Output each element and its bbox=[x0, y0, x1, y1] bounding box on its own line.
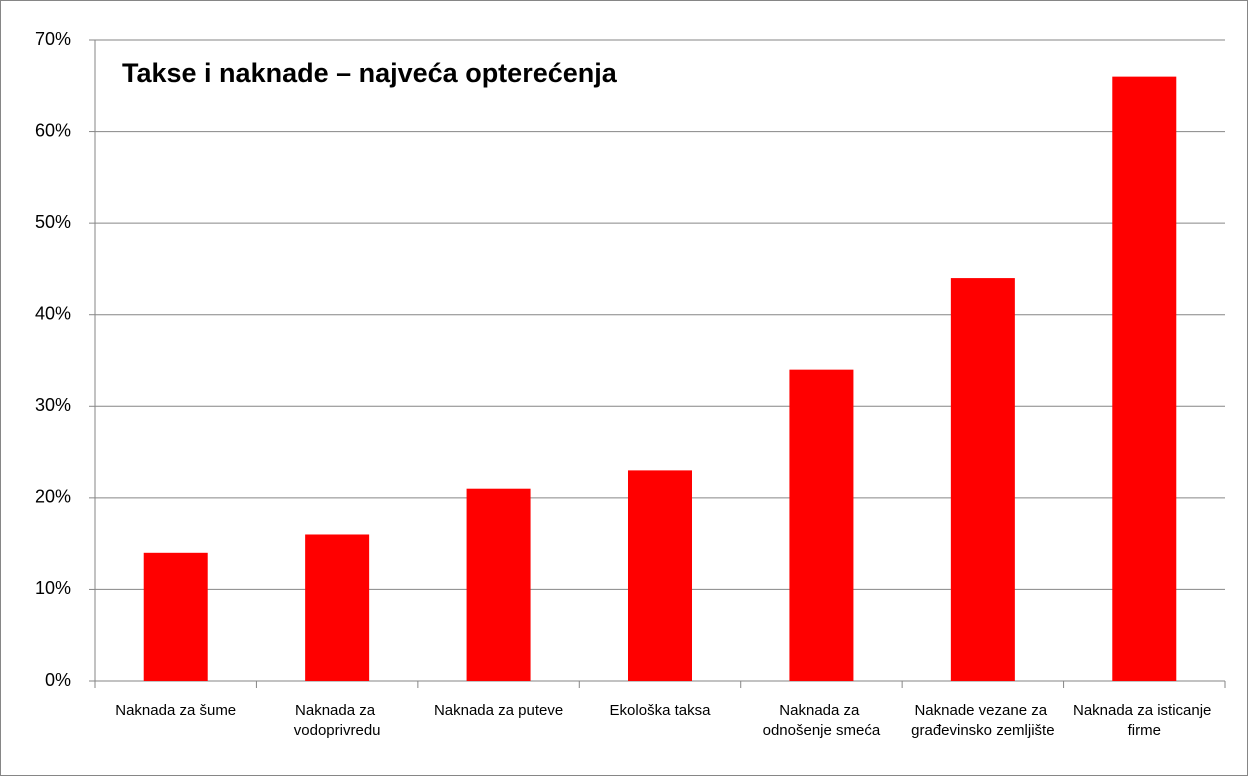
y-tick-label: 10% bbox=[35, 578, 71, 598]
x-tick-label-line: Naknada za isticanje bbox=[1073, 702, 1216, 719]
bar bbox=[305, 534, 370, 681]
y-tick-label: 0% bbox=[45, 670, 71, 690]
y-tick-label: 20% bbox=[35, 487, 71, 507]
bar bbox=[1112, 76, 1177, 682]
x-tick-label-line: vodoprivredu bbox=[294, 722, 381, 739]
x-tick-label-line: Naknada za bbox=[779, 702, 863, 719]
x-tick-label-line: Ekološka taksa bbox=[610, 702, 712, 719]
x-tick-label: Naknada za šume bbox=[115, 702, 236, 719]
x-tick-label: Naknada za odnošenje smeća bbox=[763, 702, 881, 739]
x-tick-label-line: Naknade vezane za bbox=[914, 702, 1051, 719]
x-tick-label: Naknada za isticanje firme bbox=[1073, 702, 1216, 739]
y-tick-label: 30% bbox=[35, 395, 71, 415]
x-tick-label: Naknade vezane za građevinsko zemljište bbox=[911, 702, 1054, 739]
y-tick-label: 70% bbox=[35, 29, 71, 49]
chart-title: Takse i naknade – najveća opterećenja bbox=[122, 58, 618, 88]
bar bbox=[143, 552, 208, 681]
x-tick-label-line: firme bbox=[1128, 722, 1161, 739]
x-tick-label: Ekološka taksa bbox=[610, 702, 712, 719]
x-tick-label: Naknada za vodoprivredu bbox=[294, 702, 381, 739]
bar bbox=[628, 470, 692, 681]
x-tick-label-line: Naknada za puteve bbox=[434, 702, 563, 719]
bar bbox=[789, 369, 854, 681]
x-tick-label-line: Naknada za šume bbox=[115, 702, 236, 719]
y-tick-label: 40% bbox=[35, 303, 71, 323]
x-tick-label: Naknada za puteve bbox=[434, 702, 563, 719]
x-tick-label-line: odnošenje smeća bbox=[763, 722, 881, 739]
x-tick-label-line: građevinsko zemljište bbox=[911, 722, 1054, 739]
bar bbox=[466, 488, 531, 681]
x-tick-label-line: Naknada za bbox=[295, 702, 379, 719]
y-tick-label: 60% bbox=[35, 120, 71, 140]
y-tick-label: 50% bbox=[35, 212, 71, 232]
bar bbox=[950, 278, 1015, 681]
